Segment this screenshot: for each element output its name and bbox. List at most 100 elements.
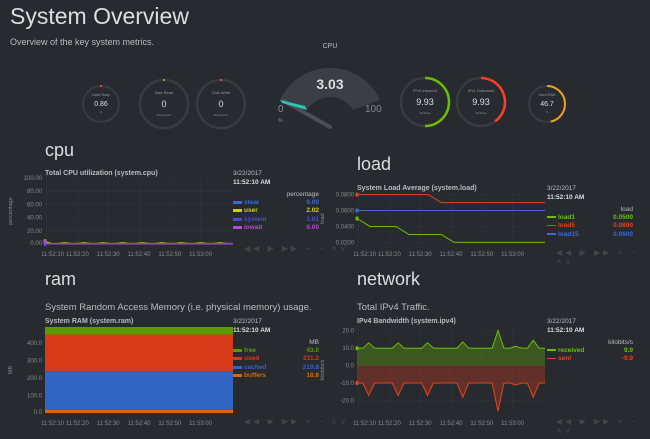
gauge-label: Used RAM	[538, 92, 556, 97]
marker-free	[45, 327, 47, 330]
legend-value: 0.0800	[613, 222, 633, 230]
x-tick-label: 11:52:50	[158, 252, 182, 258]
y-axis-label: MB	[8, 366, 14, 375]
marker-buffers	[45, 409, 47, 413]
cpu-gauge-dial	[280, 67, 380, 129]
y-tick-label: 20.00	[27, 229, 43, 235]
y-tick-label: 0.0600	[336, 209, 355, 215]
load-chart-controls[interactable]: ◀◀ ▶ ▶▶ + − ∧∨	[556, 248, 638, 266]
legend-name: buffers	[244, 372, 267, 380]
legend-value: 18.8	[306, 372, 319, 380]
legend-swatch	[233, 209, 242, 213]
legend-item-load15[interactable]: load15 0.0600	[547, 230, 633, 239]
cpu-chart[interactable]: 11:52:10 11:52:20 11:52:30 11:52:40 11:52:50…	[5, 174, 243, 264]
legend-time: 11:52:10 AM	[547, 327, 585, 334]
cpu-chart-controls[interactable]: ◀◀ ▶ ▶▶ + − ∧∨	[244, 244, 349, 253]
gauge-value: 9.93	[472, 96, 490, 107]
area-used	[45, 334, 233, 372]
x-tick-label: 11:52:10	[41, 252, 65, 258]
legend-item-user[interactable]: user 2.02	[233, 207, 319, 216]
legend-time: 11:52:10 AM	[547, 194, 585, 201]
legend-name: free	[244, 346, 256, 354]
marker-sent	[355, 380, 359, 385]
legend-date: 3/22/2017	[547, 318, 576, 325]
legend-item-load1[interactable]: load1 0.0500	[547, 213, 633, 222]
legend-name: steal	[244, 198, 259, 206]
legend-value: 211.2	[303, 355, 319, 363]
y-axis-label: kilobits/s	[320, 359, 326, 380]
cpu-gauge[interactable]: CPU	[280, 43, 380, 50]
marker-cached	[45, 371, 47, 375]
legend-time: 11:52:10 AM	[233, 327, 271, 334]
legend-swatch	[547, 349, 556, 351]
gauge-unit: kilobytes/s	[156, 112, 171, 117]
gauge-unit: kilobits/s	[475, 110, 487, 115]
legend-item-system[interactable]: system 1.01	[233, 215, 319, 224]
cpu-gauge-fill	[280, 100, 307, 110]
y-tick-label: 60.00	[27, 202, 43, 208]
legend-item-load5[interactable]: load5 0.0800	[547, 222, 633, 231]
ram-chart[interactable]: 11:52:10 11:52:20 11:52:30 11:52:40 11:52:50…	[5, 323, 243, 433]
legend-name: load15	[558, 230, 579, 238]
section-description-network: Total IPv4 Traffic.	[357, 302, 430, 313]
legend-swatch	[233, 357, 242, 361]
gauge-ipv4-inbound[interactable]: IPv4 Inbound 9.93 kilobits/s	[397, 74, 453, 130]
section-heading-load: load	[357, 154, 392, 174]
marker-load5	[355, 192, 359, 197]
cpu-gauge-max: 100	[365, 104, 382, 115]
area-cached	[45, 371, 233, 410]
cpu-gauge-value: 3.03	[316, 76, 344, 92]
section-heading-network: network	[357, 269, 421, 289]
gauge-disk-write[interactable]: Disk Write 0 kilobytes/s	[193, 76, 249, 132]
x-tick-label: 11:52:30	[409, 421, 433, 427]
x-tick-label: 11:53:00	[501, 252, 525, 258]
legend-item-used[interactable]: used 211.2	[233, 355, 319, 364]
area-free	[45, 327, 233, 335]
cpu-legend: 3/22/2017 11:52:10 AM percentage steal 0.0…	[233, 170, 319, 232]
legend-item-steal[interactable]: steal 0.00	[233, 198, 319, 207]
legend-item-sent[interactable]: sent -9.9	[547, 355, 633, 364]
gauge-unit: kilobytes/s	[213, 112, 228, 117]
legend-item-buffers[interactable]: buffers 18.8	[233, 372, 319, 381]
legend-value: 0.0500	[613, 213, 633, 221]
x-tick-label: 11:52:20	[66, 421, 90, 427]
x-tick-label: 11:52:10	[353, 252, 377, 258]
x-tick-label: 11:52:30	[97, 252, 121, 258]
ram-chart-controls[interactable]: ◀◀ ▶ ▶▶ + − ∧∨	[244, 417, 349, 426]
legend-item-received[interactable]: received 9.9	[547, 346, 633, 355]
legend-swatch	[547, 216, 556, 218]
gauge-used-ram[interactable]: Used RAM 46.7%	[525, 82, 569, 126]
section-description-ram: System Random Access Memory (i.e. physic…	[45, 302, 312, 313]
legend-date: 3/22/2017	[233, 318, 262, 325]
line-load1	[356, 218, 545, 243]
gauge-ipv4-outbound[interactable]: IPv4 Outbound 9.93 kilobits/s	[453, 74, 509, 130]
x-tick-label: 11:52:20	[66, 252, 90, 258]
y-tick-label: 100.0	[27, 394, 43, 400]
marker-received	[355, 346, 359, 351]
gauge-ring	[82, 85, 120, 123]
x-tick-label: 11:53:00	[189, 252, 213, 258]
legend-value: 2.02	[306, 207, 319, 215]
legend-item-cached[interactable]: cached 219.8	[233, 363, 319, 372]
gauge-arc	[546, 85, 566, 123]
legend-date: 3/22/2017	[233, 170, 262, 177]
legend-item-iowait[interactable]: iowait 0.00	[233, 224, 319, 233]
gauge-value: 0	[218, 98, 224, 109]
gauge-disk-read[interactable]: Disk Read 0 kilobytes/s	[136, 76, 192, 132]
area-sent	[357, 365, 545, 412]
x-tick-label: 11:52:20	[378, 421, 402, 427]
x-tick-label: 11:52:50	[470, 252, 494, 258]
network-chart[interactable]: 11:52:10 11:52:20 11:52:30 11:52:40 11:52:50…	[317, 323, 555, 433]
legend-item-free[interactable]: free 43.0	[233, 346, 319, 355]
legend-unit: load	[620, 206, 633, 213]
gauge-used-swap[interactable]: Used Swap 0.86%	[79, 82, 123, 126]
y-tick-label: 0.0	[34, 410, 43, 416]
legend-name: used	[244, 355, 260, 363]
line-load5	[357, 194, 545, 204]
load-chart[interactable]: 11:52:10 11:52:20 11:52:30 11:52:40 11:52:50…	[317, 189, 555, 264]
network-chart-controls[interactable]: ◀◀ ▶ ▶▶ + − ∧∨	[556, 417, 638, 435]
page-subtitle: Overview of the key system metrics.	[10, 37, 155, 47]
y-tick-label: 0.0200	[336, 240, 355, 246]
legend-name: received	[558, 346, 585, 354]
marker-load15	[355, 208, 359, 213]
